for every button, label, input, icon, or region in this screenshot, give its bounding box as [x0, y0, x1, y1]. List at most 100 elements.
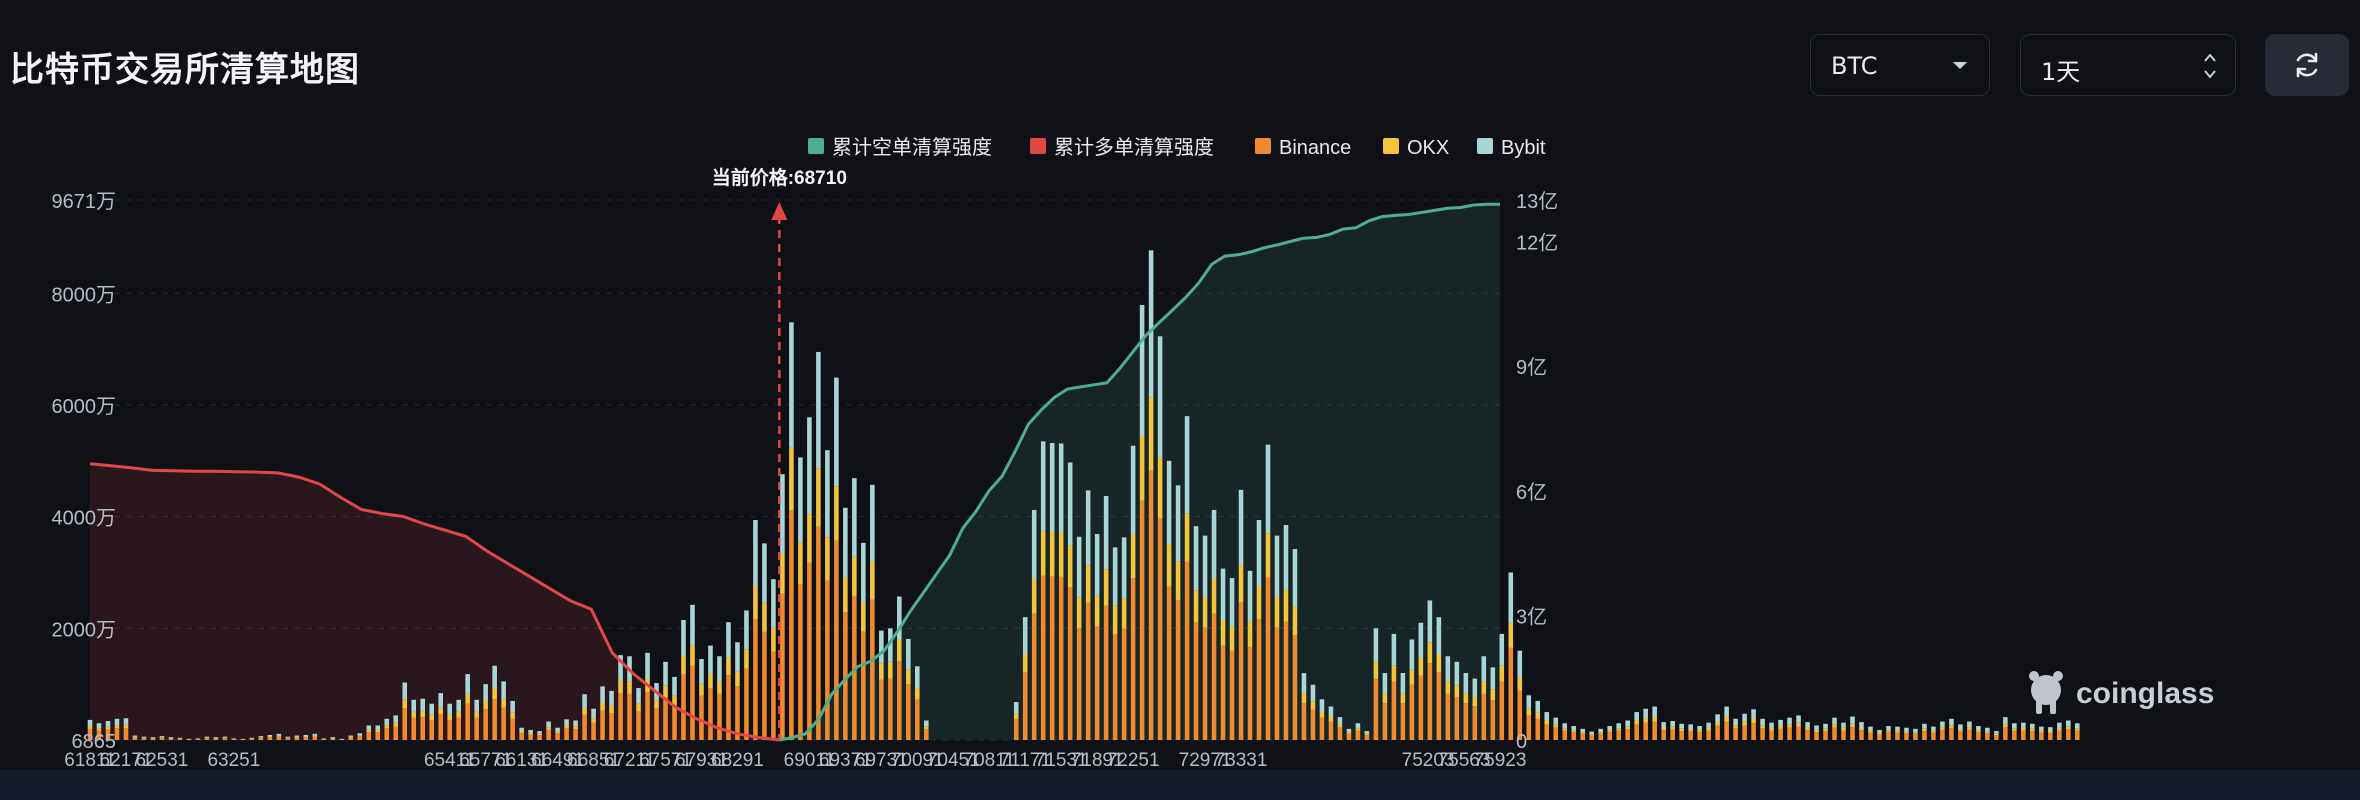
bar-binance: [717, 693, 722, 740]
bar-okx: [312, 735, 318, 737]
bar-binance: [1076, 628, 1082, 740]
bar-bybit: [1787, 717, 1792, 725]
bar-okx: [303, 736, 309, 738]
bar-binance: [2039, 732, 2044, 740]
bar-binance: [510, 718, 515, 740]
bar-okx: [2048, 731, 2053, 733]
bar-bybit: [1841, 722, 1846, 728]
coin-select[interactable]: BTC: [1810, 34, 1990, 96]
bar-bybit: [519, 727, 524, 732]
bar-binance: [861, 631, 866, 740]
bar-okx: [780, 553, 785, 594]
bar-binance: [834, 540, 839, 740]
bar-okx: [1148, 397, 1154, 471]
bar-bybit: [1139, 305, 1145, 436]
time-range-select[interactable]: 1天: [2020, 34, 2236, 96]
bar-binance: [87, 728, 93, 740]
bar-bybit: [735, 642, 740, 672]
bar-okx: [348, 736, 354, 738]
bar-bybit: [1094, 533, 1100, 596]
bar-okx: [276, 735, 282, 737]
bar-bybit: [708, 645, 713, 674]
bar-bybit: [762, 543, 767, 603]
bar-bybit: [672, 676, 677, 696]
bar-bybit: [330, 737, 336, 739]
bar-binance: [807, 562, 812, 740]
bar-bybit: [483, 684, 488, 701]
refresh-button[interactable]: [2265, 34, 2349, 96]
bar-bybit: [1805, 722, 1810, 728]
bar-bybit: [690, 604, 695, 646]
bar-binance: [1760, 728, 1765, 740]
bar-bybit: [1184, 416, 1190, 514]
bar-bybit: [861, 542, 866, 603]
bar-binance: [1814, 732, 1819, 740]
bar-binance: [1166, 586, 1172, 740]
bar-okx: [789, 447, 794, 511]
bar-binance: [1139, 500, 1145, 740]
bar-bybit: [1049, 442, 1055, 533]
bar-okx: [1886, 730, 1891, 733]
bar-okx: [474, 711, 479, 718]
bar-okx: [1382, 693, 1388, 704]
bar-bybit: [1994, 731, 1999, 734]
bar-bybit: [1013, 702, 1019, 714]
y-left-tick: 9671万: [52, 191, 117, 213]
bar-okx: [654, 700, 659, 709]
bar-binance: [501, 707, 506, 740]
bar-okx: [321, 738, 327, 740]
bar-binance: [1364, 735, 1370, 740]
bar-bybit: [825, 450, 830, 538]
bar-okx: [1067, 545, 1073, 588]
bar-binance: [1769, 730, 1774, 740]
x-tick: 65411: [424, 750, 475, 771]
bar-bybit: [609, 690, 614, 706]
bar-bybit: [2039, 726, 2044, 731]
bar-binance: [1220, 645, 1226, 740]
bar-binance: [1877, 734, 1882, 740]
y-right-tick: 13亿: [1516, 190, 1558, 213]
bar-okx: [582, 707, 587, 715]
bar-okx: [1103, 569, 1109, 606]
bar-okx: [249, 738, 255, 739]
bar-bybit: [375, 725, 381, 730]
bar-bybit: [852, 478, 857, 557]
x-tick: 67931: [675, 750, 728, 771]
bar-okx: [1544, 720, 1550, 725]
bar-okx: [798, 542, 803, 585]
bar-okx: [1472, 697, 1478, 707]
bar-binance: [546, 729, 551, 740]
bar-binance: [330, 738, 336, 740]
bar-bybit: [1832, 717, 1837, 725]
bar-binance: [1058, 576, 1064, 740]
bar-okx: [726, 657, 731, 676]
bar-binance: [420, 717, 426, 740]
cumulative-areas: [90, 204, 1500, 740]
bar-binance: [1589, 735, 1595, 740]
bar-okx: [402, 699, 408, 709]
bar-binance: [1274, 627, 1280, 740]
bar-binance: [1859, 730, 1864, 740]
bar-bybit: [1697, 726, 1702, 731]
bar-okx: [1481, 681, 1487, 694]
bar-binance: [1805, 730, 1810, 740]
bar-okx: [1328, 716, 1334, 722]
bar-okx: [1904, 731, 1909, 734]
bar-bybit: [1058, 443, 1064, 533]
bar-okx: [537, 733, 542, 736]
bar-binance: [105, 729, 111, 740]
bar-binance: [1157, 517, 1163, 740]
bar-okx: [150, 738, 156, 739]
bar-okx: [375, 729, 381, 733]
bar-okx: [519, 731, 524, 734]
bar-okx: [258, 737, 264, 738]
legend-label: 累计空单清算强度: [832, 136, 992, 159]
bar-okx: [1940, 727, 1945, 730]
y-left-tick: 6865: [72, 731, 117, 753]
bar-binance: [1121, 628, 1127, 740]
bar-okx: [1832, 724, 1837, 728]
bar-binance: [1724, 721, 1729, 740]
bar-bybit: [132, 735, 138, 737]
bar-binance: [1103, 605, 1109, 740]
bar-okx: [852, 556, 857, 596]
